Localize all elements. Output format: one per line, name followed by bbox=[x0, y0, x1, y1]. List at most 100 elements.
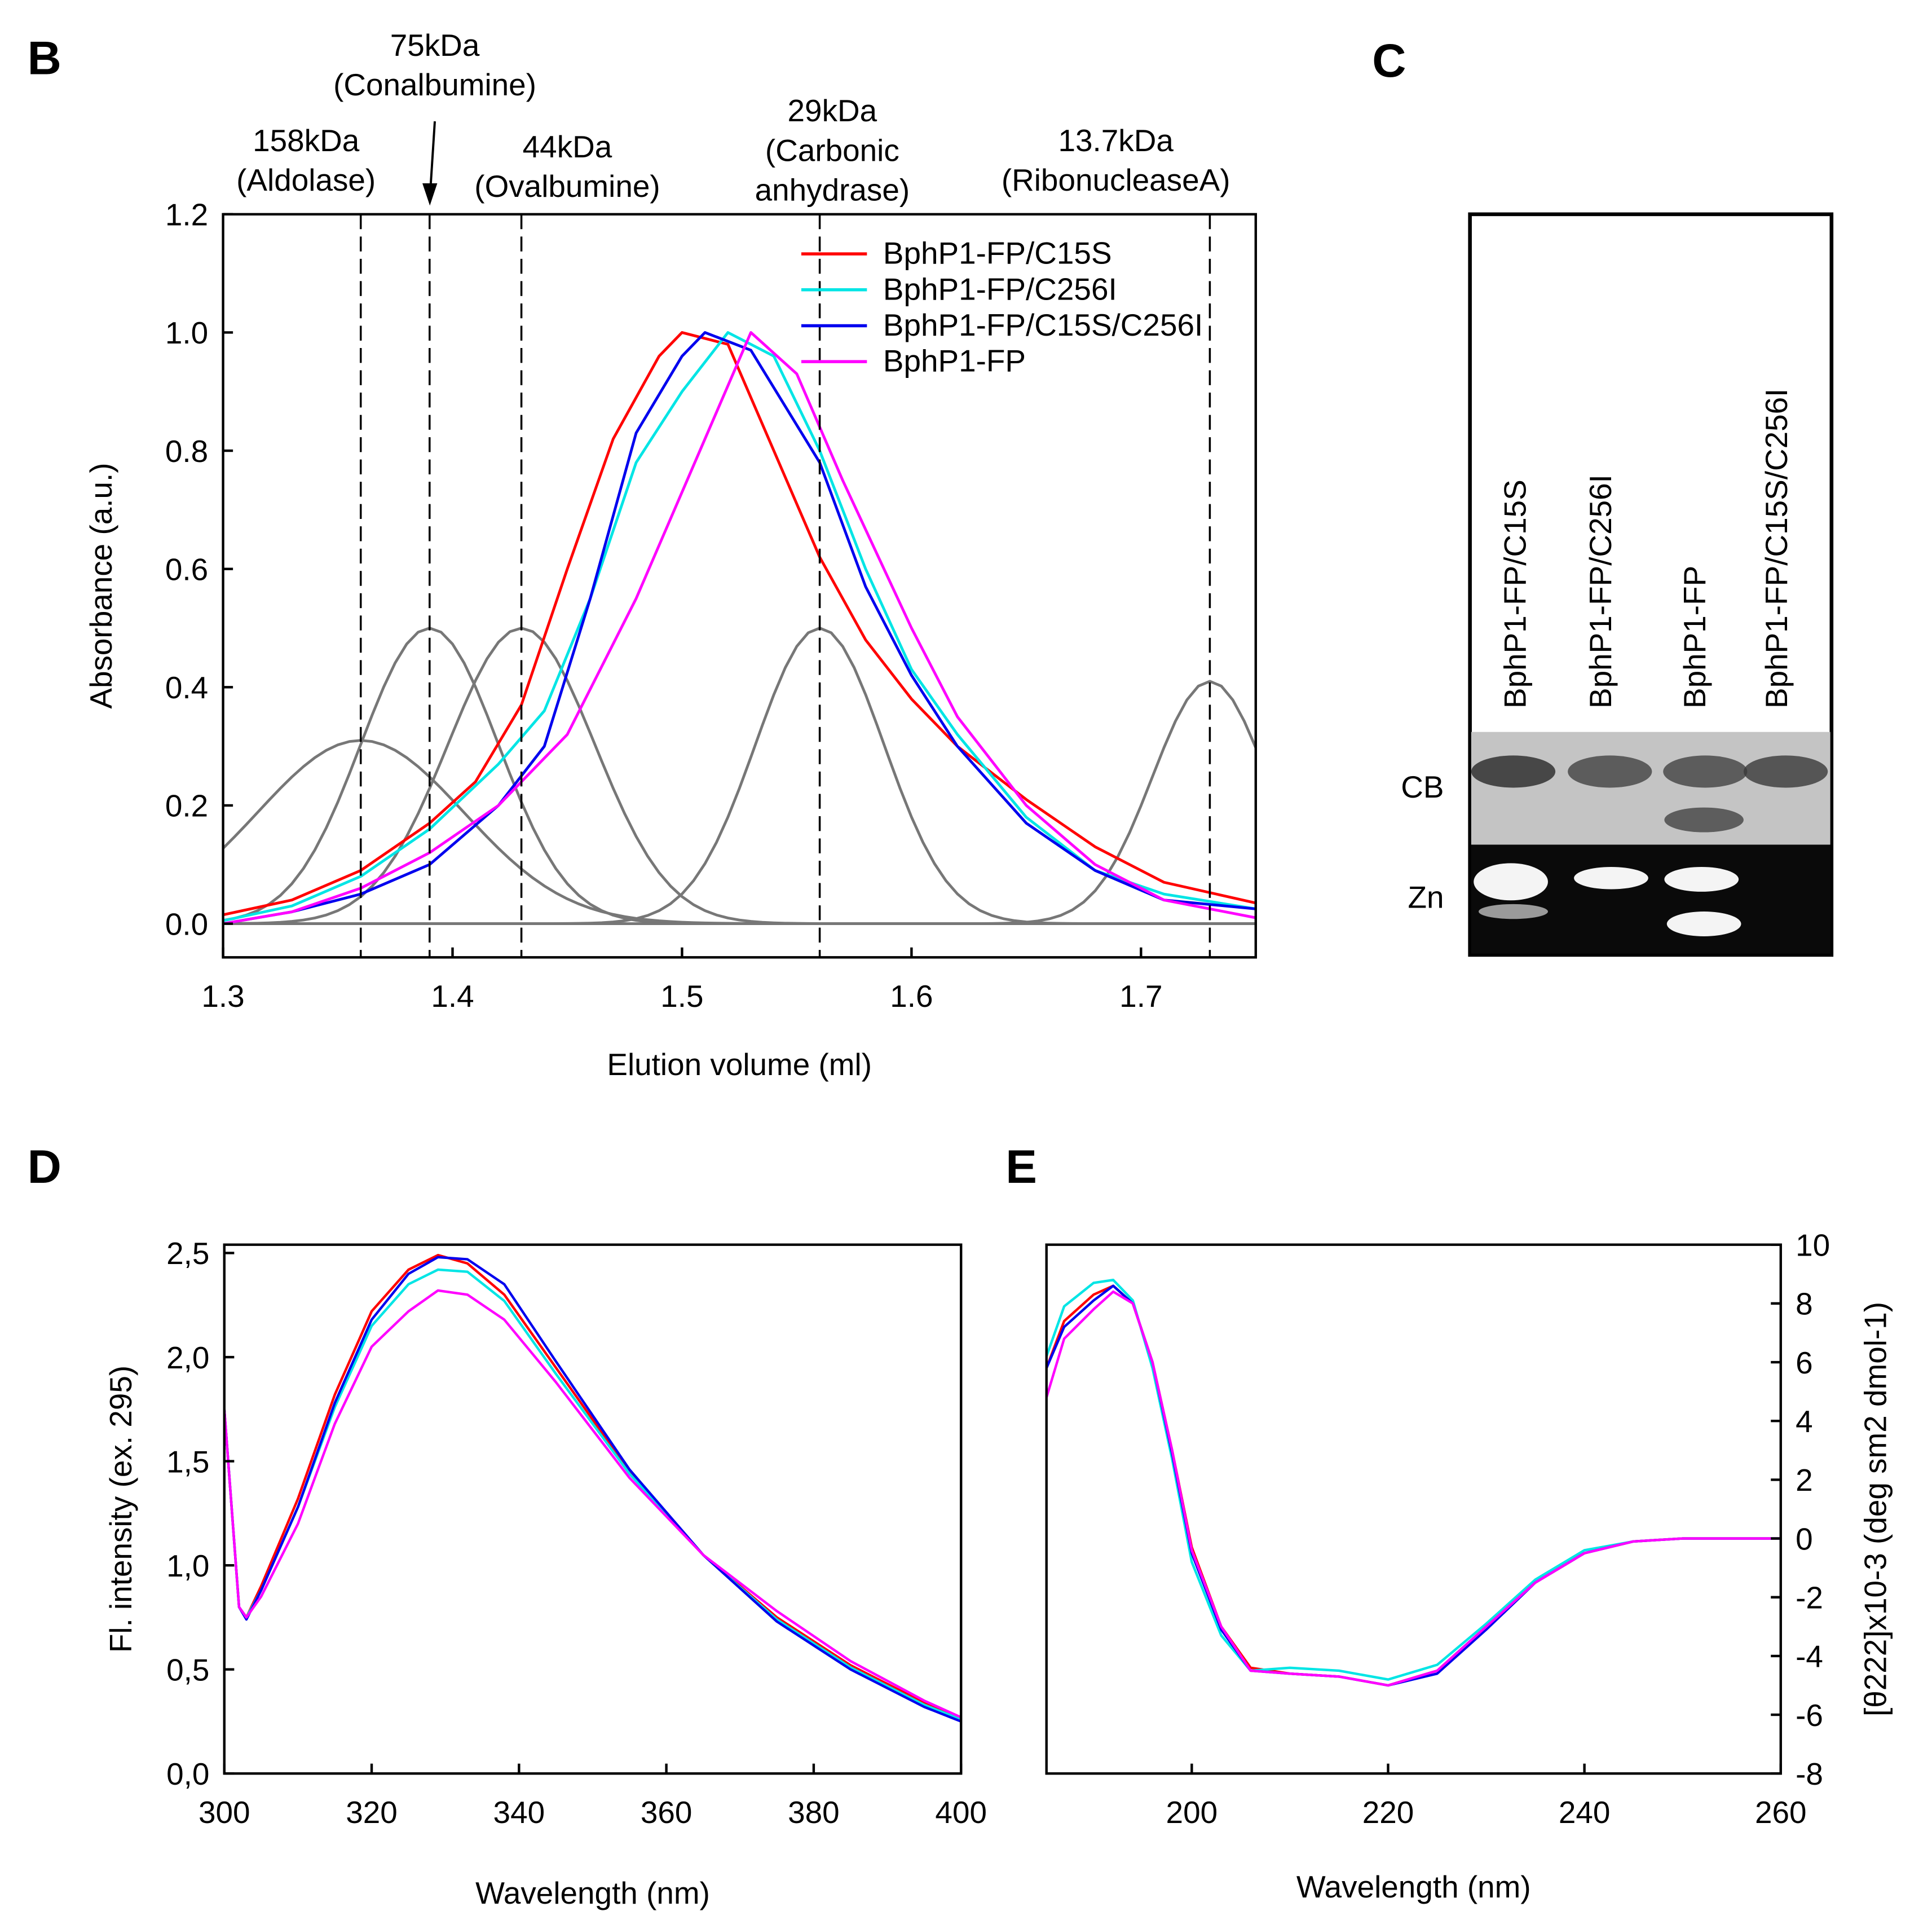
panel-label-b: B bbox=[28, 32, 61, 85]
zn-band bbox=[1474, 863, 1548, 901]
zn-band bbox=[1664, 867, 1739, 892]
x-tick-label: 340 bbox=[493, 1795, 545, 1830]
y-axis-label: [θ222]x10-3 (deg sm2 dmol-1) bbox=[1858, 1302, 1893, 1716]
coomassie-strip bbox=[1471, 732, 1830, 845]
chart-e: 200 220 240 260 -8 -6 -4 -2 0 2 4 6 8 10 Wavelength (n… bbox=[1045, 1227, 1893, 1904]
y-tick-label: 0 bbox=[1796, 1521, 1813, 1556]
cb-band-lower bbox=[1664, 807, 1744, 833]
y-tick-label: 0,5 bbox=[166, 1652, 209, 1687]
x-tick-label: 400 bbox=[935, 1795, 987, 1830]
legend-label: BphP1-FP/C15S bbox=[883, 236, 1112, 271]
panel-label-d: D bbox=[28, 1140, 61, 1193]
plot-area bbox=[223, 331, 1256, 925]
x-tick-label: 260 bbox=[1755, 1795, 1807, 1830]
x-tick-label: 220 bbox=[1362, 1795, 1414, 1830]
series-line bbox=[224, 1289, 961, 1719]
series-line bbox=[223, 331, 1256, 922]
y-tick-label: -2 bbox=[1796, 1580, 1823, 1615]
series-line bbox=[1046, 1284, 1781, 1687]
series-line bbox=[223, 331, 1256, 925]
y-tick-label: -6 bbox=[1796, 1698, 1823, 1733]
y-tick-label: 8 bbox=[1796, 1287, 1813, 1322]
y-tick-label: 2,0 bbox=[166, 1340, 209, 1375]
x-tick-label: 300 bbox=[199, 1795, 250, 1830]
y-tick-label: 1.2 bbox=[165, 197, 208, 232]
marker-label: 13.7kDa bbox=[1058, 123, 1174, 158]
series-line bbox=[224, 1268, 961, 1721]
lane-label: BphP1-FP/C256I bbox=[1583, 474, 1618, 708]
x-tick-label: 1.4 bbox=[431, 979, 474, 1014]
y-tick-label: 6 bbox=[1796, 1345, 1813, 1380]
legend-label: BphP1-FP/C15S/C256I bbox=[883, 307, 1203, 342]
y-tick-label: 1,5 bbox=[166, 1444, 209, 1479]
series-line bbox=[1046, 1284, 1781, 1687]
x-tick-label: 240 bbox=[1559, 1795, 1611, 1830]
series-line bbox=[224, 1256, 961, 1723]
y-tick-label: -8 bbox=[1796, 1756, 1823, 1791]
legend-label: BphP1-FP bbox=[883, 344, 1026, 378]
cb-band bbox=[1743, 755, 1828, 788]
marker-label: 75kDa bbox=[390, 28, 480, 63]
series-line bbox=[224, 1253, 961, 1719]
y-tick-label: 4 bbox=[1796, 1404, 1813, 1439]
plot-frame bbox=[222, 213, 1257, 959]
y-tick-label: 2,5 bbox=[166, 1236, 209, 1271]
y-tick-label: 10 bbox=[1796, 1227, 1830, 1262]
x-tick-label: 360 bbox=[641, 1795, 692, 1830]
x-tick-label: 200 bbox=[1166, 1795, 1218, 1830]
y-tick-label: 2 bbox=[1796, 1463, 1813, 1498]
lane-label: BphP1-FP/C15S bbox=[1497, 479, 1532, 708]
row-label-cb: CB bbox=[1401, 769, 1444, 804]
y-tick-label: 0.4 bbox=[165, 670, 208, 705]
plot-frame bbox=[223, 1243, 963, 1775]
marker-label: (Carbonic bbox=[765, 133, 899, 168]
series-line bbox=[223, 331, 1256, 925]
cb-band bbox=[1663, 755, 1748, 788]
x-axis-label: Wavelength (nm) bbox=[1296, 1869, 1531, 1904]
gel-panel-c: BphP1-FP/C15S BphP1-FP/C256I BphP1-FP BphP1… bbox=[1401, 212, 1834, 957]
plot-area bbox=[1046, 1279, 1781, 1687]
y-tick-label: -4 bbox=[1796, 1639, 1823, 1674]
x-tick-label: 1.6 bbox=[890, 979, 933, 1014]
marker-label: (Ovalbumine) bbox=[474, 169, 660, 204]
zn-band-faint bbox=[1479, 904, 1548, 919]
y-axis-label: Fl. intensity (ex. 295) bbox=[103, 1366, 138, 1653]
lane-label: BphP1-FP bbox=[1677, 566, 1712, 708]
marker-label: (Conalbumine) bbox=[333, 67, 536, 102]
zn-band bbox=[1666, 912, 1741, 936]
x-tick-label: 380 bbox=[788, 1795, 840, 1830]
marker-label: 29kDa bbox=[788, 93, 877, 128]
y-tick-label: 1.0 bbox=[165, 315, 208, 350]
y-tick-label: 0.8 bbox=[165, 434, 208, 469]
x-tick-label: 1.5 bbox=[660, 979, 703, 1014]
y-tick-label: 1,0 bbox=[166, 1548, 209, 1583]
marker-label: (Aldolase) bbox=[236, 162, 376, 197]
lane-label: BphP1-FP/C15S/C256I bbox=[1759, 389, 1794, 708]
x-tick-label: 1.3 bbox=[201, 979, 244, 1014]
panel-label-c: C bbox=[1372, 34, 1406, 87]
marker-label: 158kDa bbox=[253, 123, 360, 158]
y-tick-label: 0.6 bbox=[165, 552, 208, 587]
series-line bbox=[1046, 1279, 1781, 1681]
series-line bbox=[1046, 1290, 1781, 1687]
zn-band bbox=[1574, 867, 1648, 890]
plot-frame bbox=[1045, 1243, 1782, 1775]
standard-curve bbox=[223, 739, 1256, 925]
standard-curve bbox=[223, 680, 1256, 925]
y-tick-label: 0.2 bbox=[165, 789, 208, 824]
cb-band bbox=[1568, 755, 1652, 788]
zinc-strip bbox=[1471, 844, 1830, 954]
legend-label: BphP1-FP/C256I bbox=[883, 271, 1117, 306]
x-axis-label: Elution volume (ml) bbox=[607, 1047, 872, 1082]
chart-d: 300 320 340 360 380 400 0,0 0,5 1,0 1,5 2,0 2,5 Wave… bbox=[103, 1236, 987, 1910]
panel-label-e: E bbox=[1005, 1140, 1037, 1193]
arrow-head bbox=[422, 183, 438, 206]
marker-label: 44kDa bbox=[523, 129, 612, 164]
x-tick-label: 320 bbox=[346, 1795, 398, 1830]
y-axis-label: Absorbance (a.u.) bbox=[83, 463, 118, 708]
x-axis-label: Wavelength (nm) bbox=[475, 1875, 710, 1910]
y-tick-label: 0,0 bbox=[166, 1756, 209, 1791]
cb-band bbox=[1471, 755, 1556, 788]
plot-area bbox=[224, 1253, 961, 1723]
